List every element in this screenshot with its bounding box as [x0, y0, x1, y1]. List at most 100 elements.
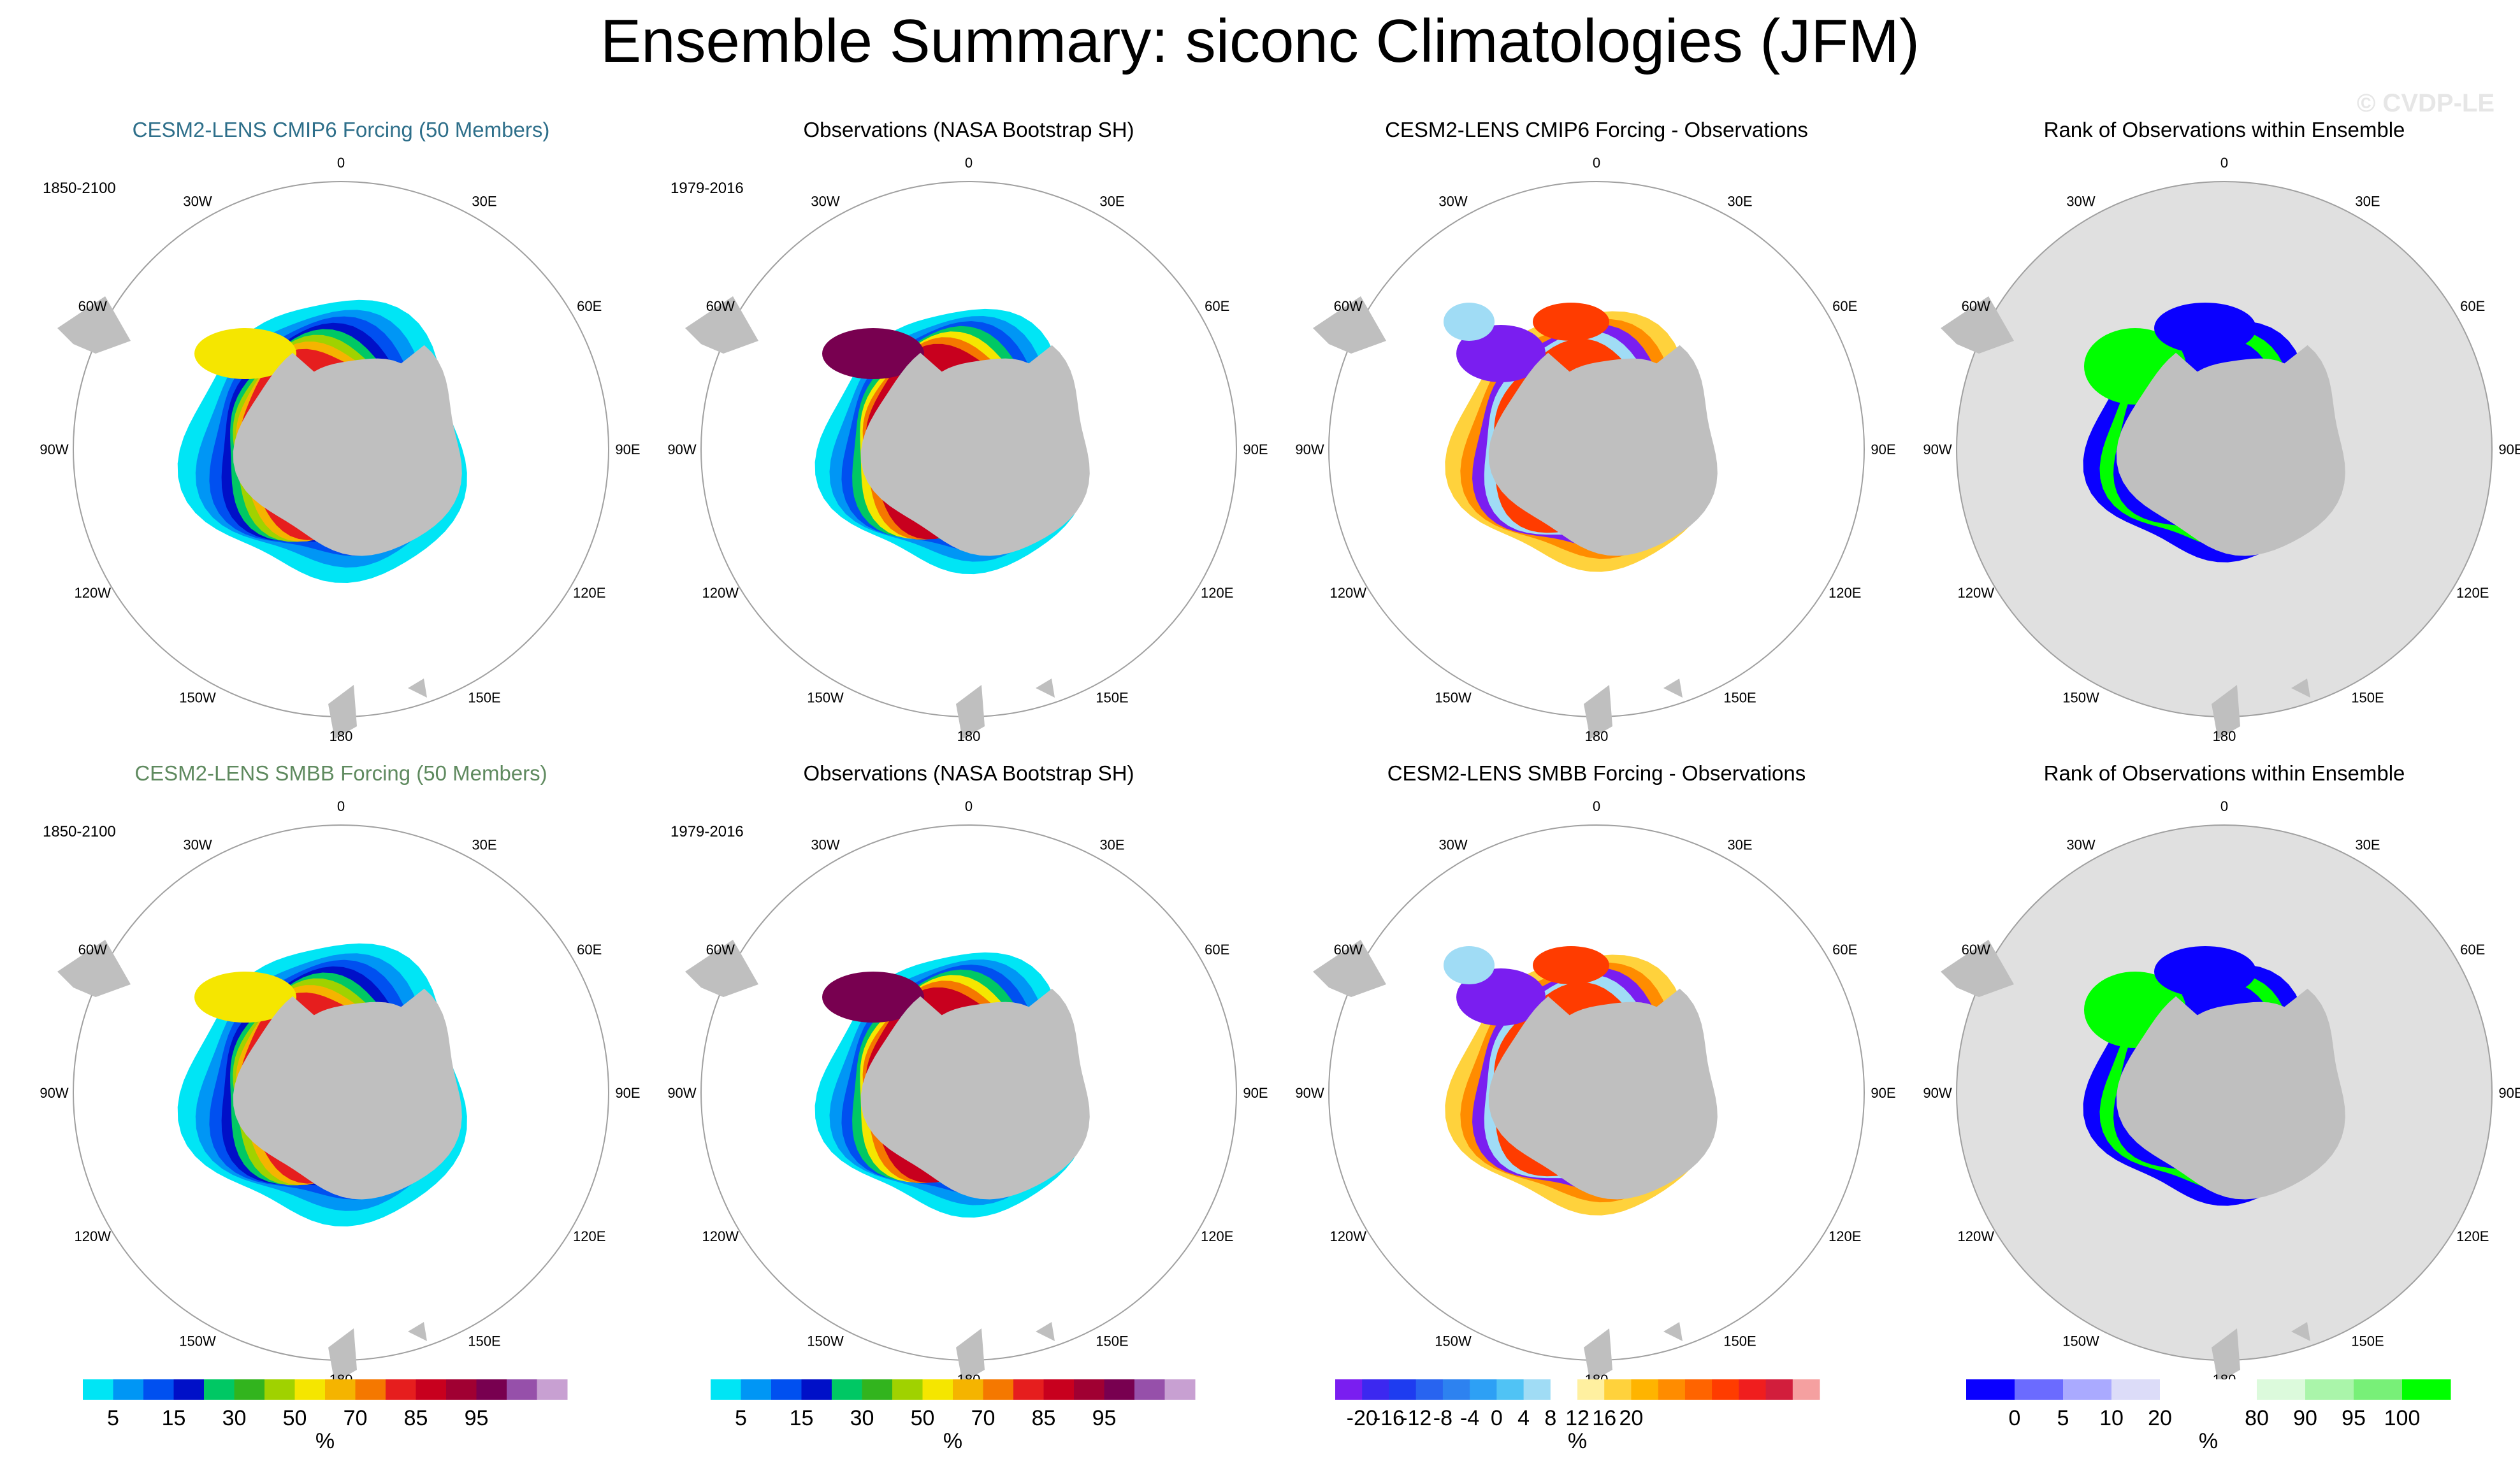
- longitude-label: 90W: [667, 1085, 696, 1101]
- island-land: [408, 1322, 427, 1341]
- longitude-label: 180: [957, 728, 981, 744]
- colorbar-segment: [1577, 1379, 1605, 1400]
- colorbar-segment: [325, 1379, 356, 1400]
- colorbar-segment: [2015, 1379, 2064, 1400]
- colorbar-segment: [862, 1379, 893, 1400]
- colorbar-segment: [801, 1379, 832, 1400]
- colorbar-segment: [83, 1379, 113, 1400]
- new-zealand-land: [1584, 1328, 1612, 1383]
- longitude-label: 0: [2220, 798, 2228, 814]
- antarctica-landmass: [860, 988, 1090, 1200]
- colorbar-segment: [355, 1379, 386, 1400]
- colorbar-tick: 30: [850, 1406, 874, 1430]
- panel-title: CESM2-LENS SMBB Forcing (50 Members): [134, 761, 547, 785]
- colorbar-tick: 15: [162, 1406, 186, 1430]
- longitude-label: 30E: [1727, 193, 1752, 209]
- map-panel: Rank of Observations within Ensemble 0 30E…: [1918, 761, 2520, 1405]
- longitude-label: 60W: [706, 942, 735, 958]
- longitude-label: 90E: [1871, 442, 1895, 457]
- longitude-label: 120E: [1201, 1228, 1233, 1244]
- colorbar-tick: 5: [107, 1406, 119, 1430]
- longitude-label: 180: [2213, 728, 2236, 744]
- south-america-land: [1313, 940, 1386, 997]
- longitude-label: 120E: [573, 1228, 605, 1244]
- colorbar-segment: [2063, 1379, 2112, 1400]
- colorbar-tick: 80: [2245, 1406, 2269, 1430]
- longitude-label: 120E: [1828, 1228, 1861, 1244]
- page-title: Ensemble Summary: siconc Climatologies (…: [600, 7, 1920, 75]
- longitude-label: 30W: [811, 837, 839, 852]
- colorbar-segment: [2354, 1379, 2403, 1400]
- longitude-label: 180: [1585, 728, 1609, 744]
- colorbar-tick: -16: [1373, 1406, 1405, 1430]
- colorbar: 5 15 30 50 70 85 95%: [83, 1379, 568, 1453]
- longitude-label: 30W: [2066, 837, 2095, 852]
- south-america-land: [685, 940, 758, 997]
- longitude-label: 60W: [1962, 298, 1990, 314]
- longitude-label: 150W: [179, 1333, 216, 1349]
- longitude-label: 30W: [183, 837, 212, 852]
- longitude-label: 60W: [1334, 942, 1363, 958]
- longitude-label: 150E: [1096, 1333, 1128, 1349]
- colorbar-segment: [1043, 1379, 1075, 1400]
- longitude-label: 60W: [1334, 298, 1363, 314]
- longitude-label: 90W: [40, 442, 68, 457]
- island-land: [1036, 679, 1055, 698]
- longitude-label: 30W: [183, 193, 212, 209]
- longitude-label: 60E: [577, 942, 602, 958]
- colorbar-tick: 15: [790, 1406, 814, 1430]
- longitude-label: 120W: [702, 585, 739, 601]
- antarctica-landmass: [1488, 345, 1718, 556]
- colorbar-segment: [476, 1379, 507, 1400]
- longitude-label: 150E: [1723, 1333, 1756, 1349]
- south-america-land: [1313, 296, 1386, 354]
- new-zealand-land: [1584, 685, 1612, 739]
- panel-title: Rank of Observations within Ensemble: [2043, 761, 2405, 785]
- colorbar-segment: [1765, 1379, 1793, 1400]
- colorbar-segment: [2257, 1379, 2306, 1400]
- colorbar-segment: [1496, 1379, 1524, 1400]
- longitude-label: 90W: [1295, 442, 1324, 457]
- colorbar-segment: [1739, 1379, 1766, 1400]
- longitude-label: 60E: [577, 298, 602, 314]
- colorbar-segment: [1013, 1379, 1044, 1400]
- longitude-label: 120W: [1330, 1228, 1367, 1244]
- sea-ice-field: [2083, 946, 2345, 1206]
- period-label: 1850-2100: [43, 823, 116, 840]
- colorbar: -20 -16 -12 -8 -4 0 4 8 12 16 20%: [1335, 1379, 1820, 1453]
- colorbar-segment: [204, 1379, 235, 1400]
- south-america-land: [1941, 940, 2014, 997]
- colorbar-tick: 100: [2384, 1406, 2421, 1430]
- colorbar-segment: [143, 1379, 174, 1400]
- colorbar-segment: [1104, 1379, 1135, 1400]
- period-label: 1979-2016: [670, 180, 744, 197]
- colorbar-segment: [741, 1379, 772, 1400]
- longitude-label: 120E: [1201, 585, 1233, 601]
- colorbar-segment: [1335, 1379, 1363, 1400]
- colorbar-tick: 4: [1517, 1406, 1530, 1430]
- longitude-label: 90W: [1923, 1085, 1952, 1101]
- colorbar-segment: [711, 1379, 741, 1400]
- period-label: 1979-2016: [670, 823, 744, 840]
- longitude-label: 30E: [1727, 837, 1752, 852]
- longitude-label: 90E: [2498, 1085, 2520, 1101]
- longitude-label: 0: [2220, 155, 2228, 171]
- longitude-label: 120E: [1828, 585, 1861, 601]
- island-land: [1663, 1322, 1683, 1341]
- antarctica-landmass: [860, 345, 1090, 556]
- longitude-label: 150W: [2062, 690, 2099, 706]
- map-panel: Observations (NASA Bootstrap SH) 1979-201…: [663, 761, 1275, 1405]
- colorbar-segment: [386, 1379, 416, 1400]
- period-label: 1850-2100: [43, 180, 116, 197]
- colorbar-tick: 70: [971, 1406, 996, 1430]
- colorbar-segment: [832, 1379, 862, 1400]
- map-panel: CESM2-LENS SMBB Forcing - Observations 0 3…: [1291, 761, 1902, 1405]
- longitude-label: 0: [1593, 798, 1600, 814]
- longitude-label: 30E: [1099, 193, 1124, 209]
- longitude-label: 30E: [2355, 837, 2380, 852]
